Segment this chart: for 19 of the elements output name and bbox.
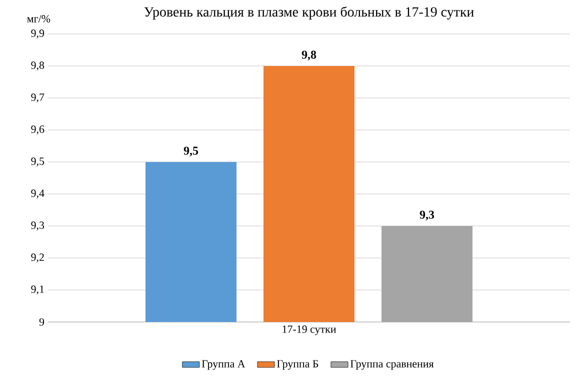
x-tick-label: 17-19 сутки bbox=[282, 326, 336, 336]
legend-label: Группа Б bbox=[276, 360, 318, 370]
data-label: 9,8 bbox=[302, 50, 316, 60]
data-label: 9,3 bbox=[420, 210, 434, 220]
y-tick-label: 9,2 bbox=[31, 254, 44, 262]
y-tick-label: 9,4 bbox=[31, 190, 44, 198]
legend-label: Группа А bbox=[202, 360, 246, 370]
chart-title: Уровень кальция в плазме крови больных в 17-19 сутки bbox=[144, 6, 474, 20]
y-axis-title: мг/% bbox=[27, 15, 50, 22]
y-tick-label: 9,8 bbox=[31, 62, 44, 70]
y-tick-label: 9,7 bbox=[31, 94, 44, 102]
legend-label: Группа сравнения bbox=[350, 360, 434, 370]
y-tick-label: 9 bbox=[39, 318, 44, 326]
y-tick-label: 9,9 bbox=[31, 30, 44, 38]
y-tick-label: 9,3 bbox=[31, 222, 44, 230]
y-tick-label: 9,5 bbox=[31, 158, 44, 166]
data-label: 9,5 bbox=[184, 146, 198, 156]
y-tick-label: 9,1 bbox=[31, 286, 44, 294]
y-tick-label: 9,6 bbox=[31, 126, 44, 134]
